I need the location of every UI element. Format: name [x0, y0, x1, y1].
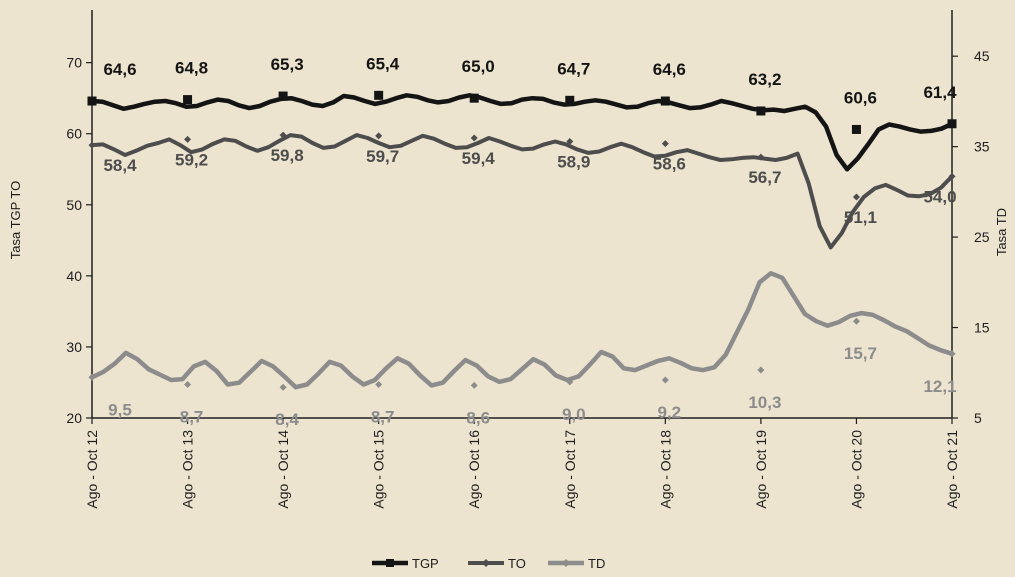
y-right-tick-label: 45 [974, 48, 990, 64]
point-to [757, 153, 765, 161]
data-label-tgp: 65,3 [271, 55, 304, 74]
y-right-tick-label: 35 [974, 139, 990, 155]
point-tgp [660, 96, 670, 106]
y-left-tick-label: 50 [66, 197, 82, 213]
y-left-tick-label: 30 [66, 339, 82, 355]
data-label-to: 54,0 [923, 187, 956, 206]
point-tgp [374, 90, 384, 100]
legend-label-td: TD [588, 556, 605, 571]
y-right-axis-title: Tasa TD [994, 208, 1009, 256]
legend-label-tgp: TGP [412, 556, 439, 571]
x-tick-label: Ago - Oct 13 [180, 430, 196, 509]
legend-marker-to [482, 559, 490, 567]
data-label-td: 9,0 [562, 405, 586, 424]
point-td [279, 383, 287, 391]
y-right-tick-label: 5 [974, 410, 982, 426]
point-tgp [278, 91, 288, 101]
point-to [470, 134, 478, 142]
point-to [566, 138, 574, 146]
data-label-to: 59,7 [366, 147, 399, 166]
data-label-to: 51,1 [844, 208, 877, 227]
data-label-to: 59,2 [175, 150, 208, 169]
x-tick-label: Ago - Oct 17 [562, 430, 578, 509]
data-label-td: 8,7 [180, 408, 204, 427]
point-td [375, 381, 383, 389]
x-tick-label: Ago - Oct 14 [275, 430, 291, 509]
data-label-tgp: 61,4 [923, 83, 957, 102]
series-layer [87, 90, 957, 391]
data-label-td: 9,2 [658, 403, 682, 422]
data-label-to: 58,6 [653, 155, 686, 174]
y-left-tick-label: 40 [66, 268, 82, 284]
point-td [88, 373, 96, 381]
y-left-tick-label: 70 [66, 55, 82, 71]
data-label-tgp: 64,6 [653, 60, 686, 79]
point-to [88, 141, 96, 149]
data-label-td: 10,3 [748, 393, 781, 412]
x-tick-label: Ago - Oct 15 [371, 430, 387, 509]
point-td [948, 350, 956, 358]
legend-label-to: TO [508, 556, 526, 571]
x-tick-label: Ago - Oct 21 [944, 430, 960, 509]
legend-marker-td [562, 559, 570, 567]
data-label-td: 8,7 [371, 408, 395, 427]
x-tick-label: Ago - Oct 16 [466, 430, 482, 509]
legend: TGP TO TD [372, 556, 605, 571]
data-label-tgp: 63,2 [748, 70, 781, 89]
point-tgp [183, 95, 193, 105]
series-line-td [89, 271, 955, 390]
x-tick-label: Ago - Oct 20 [848, 430, 864, 509]
data-label-tgp: 64,8 [175, 59, 208, 78]
point-tgp [469, 93, 479, 103]
data-label-td: 12,1 [923, 377, 956, 396]
point-td [757, 366, 765, 374]
x-tick-label: Ago - Oct 12 [84, 430, 100, 509]
point-td [470, 381, 478, 389]
y-right-tick-label: 15 [974, 320, 990, 336]
data-label-td: 8,4 [275, 410, 299, 429]
point-tgp [565, 95, 575, 105]
data-label-to: 58,4 [103, 156, 137, 175]
series-line-to [90, 133, 954, 250]
y-right-tick-label: 25 [974, 229, 990, 245]
data-label-to: 56,7 [748, 168, 781, 187]
x-tick-label: Ago - Oct 19 [753, 430, 769, 509]
point-to [661, 140, 669, 148]
point-to [279, 131, 287, 139]
point-tgp [851, 124, 861, 134]
data-label-tgp: 64,6 [103, 60, 136, 79]
axes-layer: 20 30 40 50 60 70 5 15 25 35 45 Ago - Oct 12 Ago - O… [8, 10, 1009, 509]
data-label-td: 8,6 [466, 408, 490, 427]
point-td [661, 376, 669, 384]
y-left-tick-label: 20 [66, 410, 82, 426]
point-to [852, 193, 860, 201]
data-label-tgp: 64,7 [557, 59, 590, 78]
data-label-td: 9,5 [108, 400, 132, 419]
point-td [852, 317, 860, 325]
data-label-td: 15,7 [844, 344, 877, 363]
point-to [184, 135, 192, 143]
point-tgp [87, 96, 97, 106]
data-label-to: 59,4 [462, 149, 496, 168]
x-tick-label: Ago - Oct 18 [657, 430, 673, 509]
point-to [375, 132, 383, 140]
y-left-tick-label: 60 [66, 126, 82, 142]
data-label-tgp: 60,6 [844, 88, 877, 107]
point-tgp [947, 119, 957, 129]
point-td [566, 378, 574, 386]
data-label-to: 59,8 [271, 146, 304, 165]
data-label-tgp: 65,0 [462, 57, 495, 76]
point-to [948, 172, 956, 180]
y-left-axis-title: Tasa TGP TO [8, 181, 23, 260]
data-labels-layer: 64,6 64,8 65,3 65,4 65,0 64,7 64,6 63,2 60,6 61,4… [103, 54, 957, 429]
point-td [184, 381, 192, 389]
point-tgp [756, 106, 766, 116]
data-label-tgp: 65,4 [366, 54, 400, 73]
data-label-to: 58,9 [557, 153, 590, 172]
series-line-tgp [89, 93, 955, 172]
legend-marker-tgp [386, 559, 394, 567]
